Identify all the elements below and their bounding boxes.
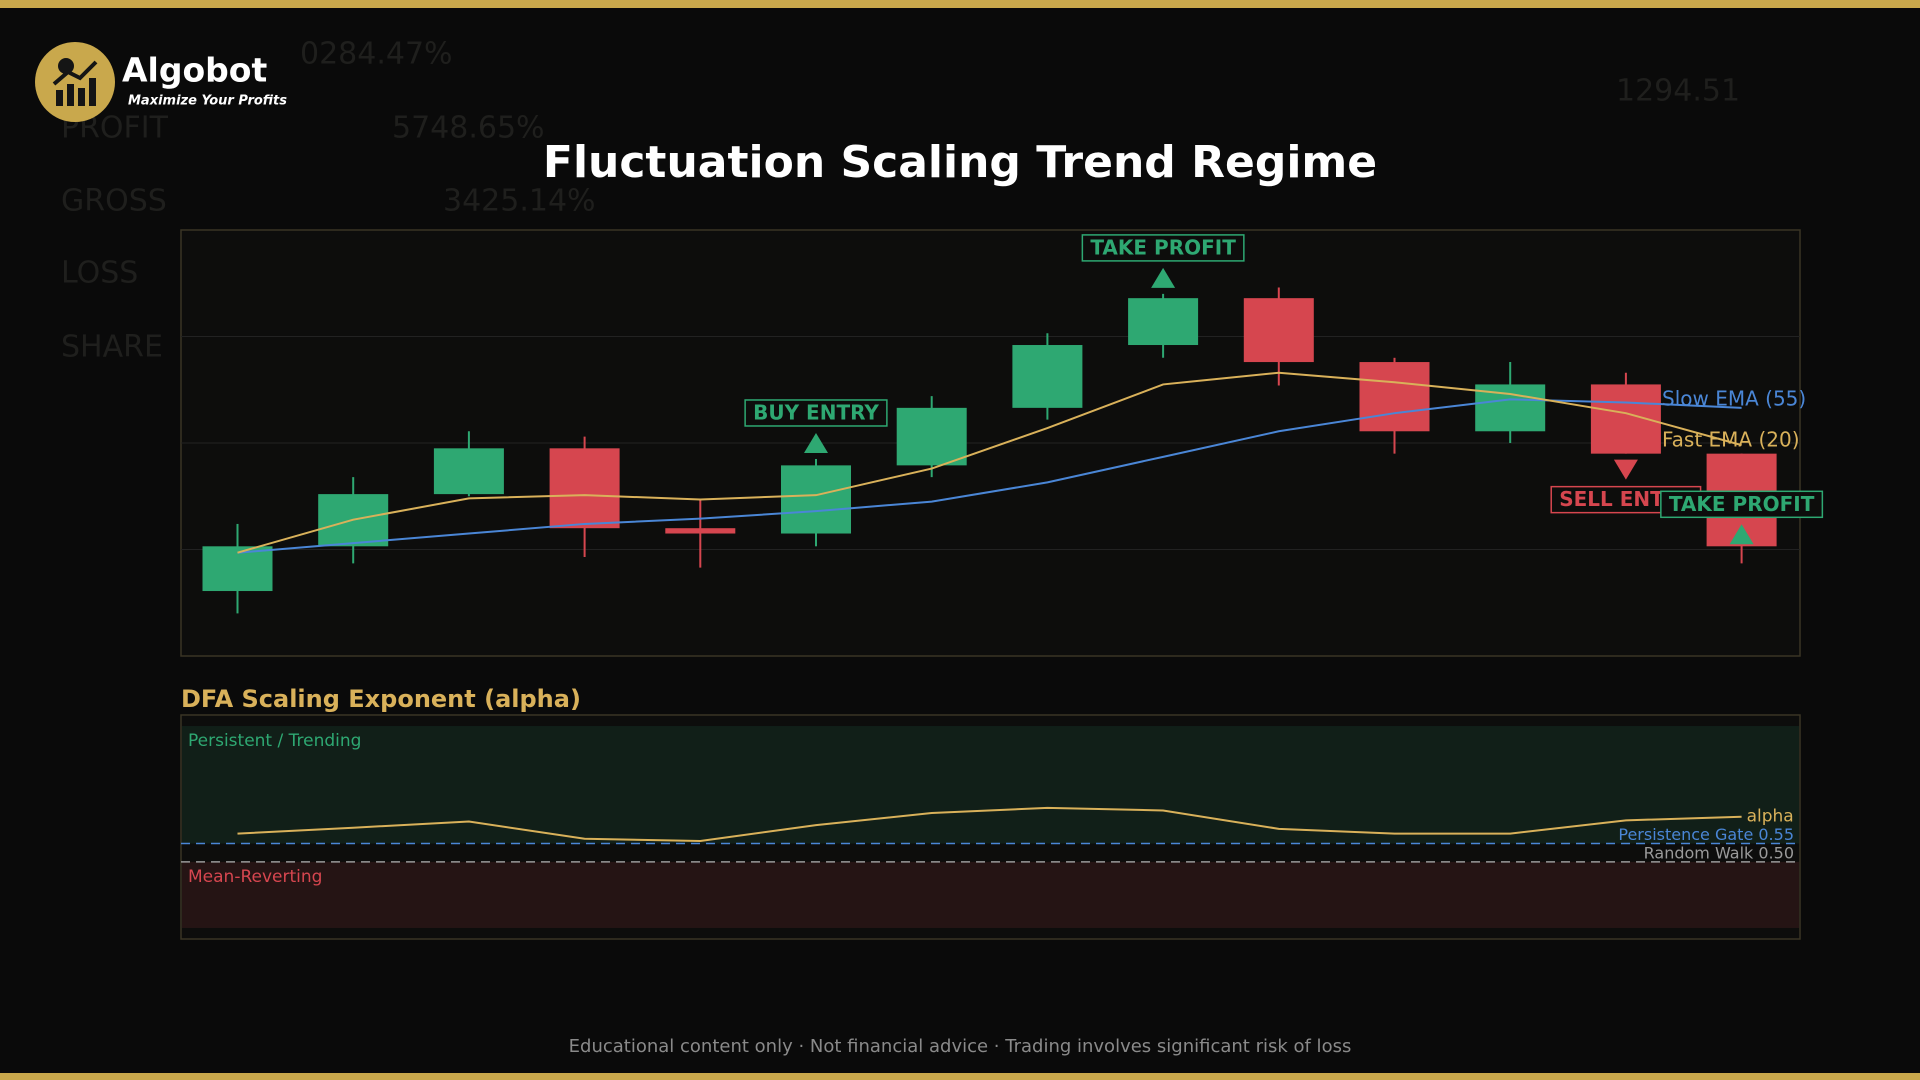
dfa-chart: Persistent / Trending Mean-Reverting Persi… [180, 714, 1801, 940]
tagline: Maximize Your Profits [128, 94, 287, 109]
zone-label: Persistent / Trending [188, 731, 361, 751]
signal-arrow [1151, 267, 1176, 288]
candle-body [665, 528, 736, 534]
legend-label: Fast EMA (20) [1662, 428, 1800, 452]
logo-badge [35, 42, 115, 122]
signal-label: TAKE PROFIT [1669, 492, 1815, 516]
backdrop-text: SHARE [61, 330, 163, 365]
backdrop-text: 0284.47% [300, 37, 453, 72]
backdrop: 0284.47%PROFIT 5748.65%GROSS 3425.14%LOSSS… [61, 37, 1740, 365]
candle-body [896, 407, 967, 466]
footer: Educational content only · Not financial… [569, 1036, 1352, 1057]
candle-body [1359, 362, 1430, 432]
candle-body [1128, 298, 1199, 346]
regime-zone [182, 861, 1799, 928]
plot-area [180, 714, 1801, 940]
ema-line [237, 398, 1742, 554]
candle-body [202, 546, 273, 592]
candle-body [1243, 298, 1314, 363]
regime-zone [182, 726, 1799, 844]
logo: Algobot Maximize Your Profits [35, 42, 287, 122]
signal-label: BUY ENTRY [753, 400, 879, 424]
signal-arrow [1729, 524, 1754, 545]
price-chart: Slow EMA (55) Fast EMA (20) BUY ENTRY TAKE … [180, 229, 1824, 657]
signal-box [1081, 234, 1245, 262]
backdrop-text: GROSS [61, 184, 167, 219]
chart-title: Fluctuation Scaling Trend Regime [543, 137, 1377, 188]
candle-body [549, 448, 620, 529]
backdrop-text: 5748.65% [392, 111, 545, 146]
backdrop-text: LOSS [61, 256, 138, 291]
logo-icon [52, 58, 98, 106]
bottom-bar [0, 1073, 1920, 1080]
signal-box [744, 399, 888, 427]
backdrop-text: 3425.14% [443, 184, 596, 219]
threshold-label: Persistence Gate 0.55 [1618, 825, 1794, 844]
signal-box [1660, 490, 1824, 519]
panel-title: DFA Scaling Exponent (alpha) [181, 685, 581, 713]
legend-label: Slow EMA (55) [1662, 386, 1806, 410]
series-label: alpha [1747, 807, 1794, 827]
zone-label: Mean-Reverting [188, 867, 322, 887]
candle-body [433, 448, 504, 495]
candle-body [1012, 345, 1083, 408]
signal-arrow [1613, 459, 1638, 480]
signal-arrow [804, 432, 828, 453]
top-bar [0, 0, 1920, 8]
candle-body [781, 465, 851, 534]
threshold-label: Random Walk 0.50 [1644, 843, 1794, 862]
signal-label: TAKE PROFIT [1090, 235, 1236, 259]
ema-line [237, 371, 1742, 554]
backdrop-text: 1294.51 [1616, 74, 1740, 109]
brand: Algobot [122, 51, 267, 90]
alpha-line [237, 806, 1742, 842]
